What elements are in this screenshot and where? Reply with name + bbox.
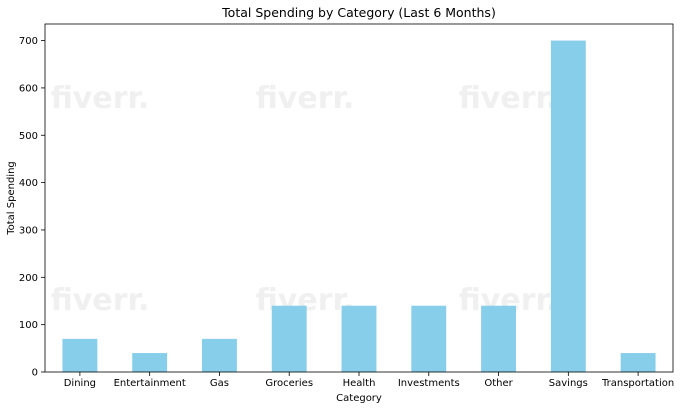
bar-entertainment xyxy=(132,353,168,372)
y-tick-label: 100 xyxy=(19,320,38,331)
watermark-layer: fiverr. fiverr. fiverr.fiverr. fiverr. fiver… xyxy=(51,81,558,318)
y-tick-label: 300 xyxy=(19,225,38,236)
x-axis-label: Category xyxy=(336,393,382,404)
y-axis-label: Total Spending xyxy=(6,161,17,236)
y-tick-label: 600 xyxy=(19,83,38,94)
watermark-text: fiverr. xyxy=(459,81,558,116)
bar-savings xyxy=(550,40,586,372)
bar-groceries xyxy=(271,305,307,372)
y-tick-label: 500 xyxy=(19,131,38,142)
x-tick-label: Savings xyxy=(549,378,588,389)
x-tick-label: Transportation xyxy=(601,378,674,389)
watermark-text: fiverr. xyxy=(256,81,355,116)
y-ticks-layer: 0 100 200 300 400 500 600 700 xyxy=(19,36,45,379)
x-tick-label: Groceries xyxy=(265,378,313,389)
bars-layer xyxy=(62,40,656,372)
bar-health xyxy=(341,305,377,372)
bar-other xyxy=(481,305,516,372)
chart-title: Total Spending by Category (Last 6 Month… xyxy=(221,5,496,20)
plot-frame xyxy=(44,23,674,373)
watermark-text: fiverr. xyxy=(51,283,150,318)
bar-investments xyxy=(411,305,447,372)
x-tick-label: Entertainment xyxy=(114,378,186,389)
y-tick-label: 200 xyxy=(19,273,38,284)
x-tick-label: Other xyxy=(484,378,513,389)
y-tick-label: 0 xyxy=(32,368,38,379)
bar-dining xyxy=(62,338,98,372)
bar-gas xyxy=(202,338,237,372)
x-tick-label: Investments xyxy=(398,378,460,389)
x-tick-label: Health xyxy=(343,378,376,389)
x-tick-label: Dining xyxy=(64,378,96,389)
y-tick-label: 400 xyxy=(19,178,38,189)
y-tick-label: 700 xyxy=(19,36,38,47)
bar-transportation xyxy=(620,353,656,372)
watermark-text: fiverr. xyxy=(51,81,150,116)
x-tick-label: Gas xyxy=(210,378,229,389)
x-ticks-layer: Dining Entertainment Gas Groceries Health Inv… xyxy=(64,372,674,389)
